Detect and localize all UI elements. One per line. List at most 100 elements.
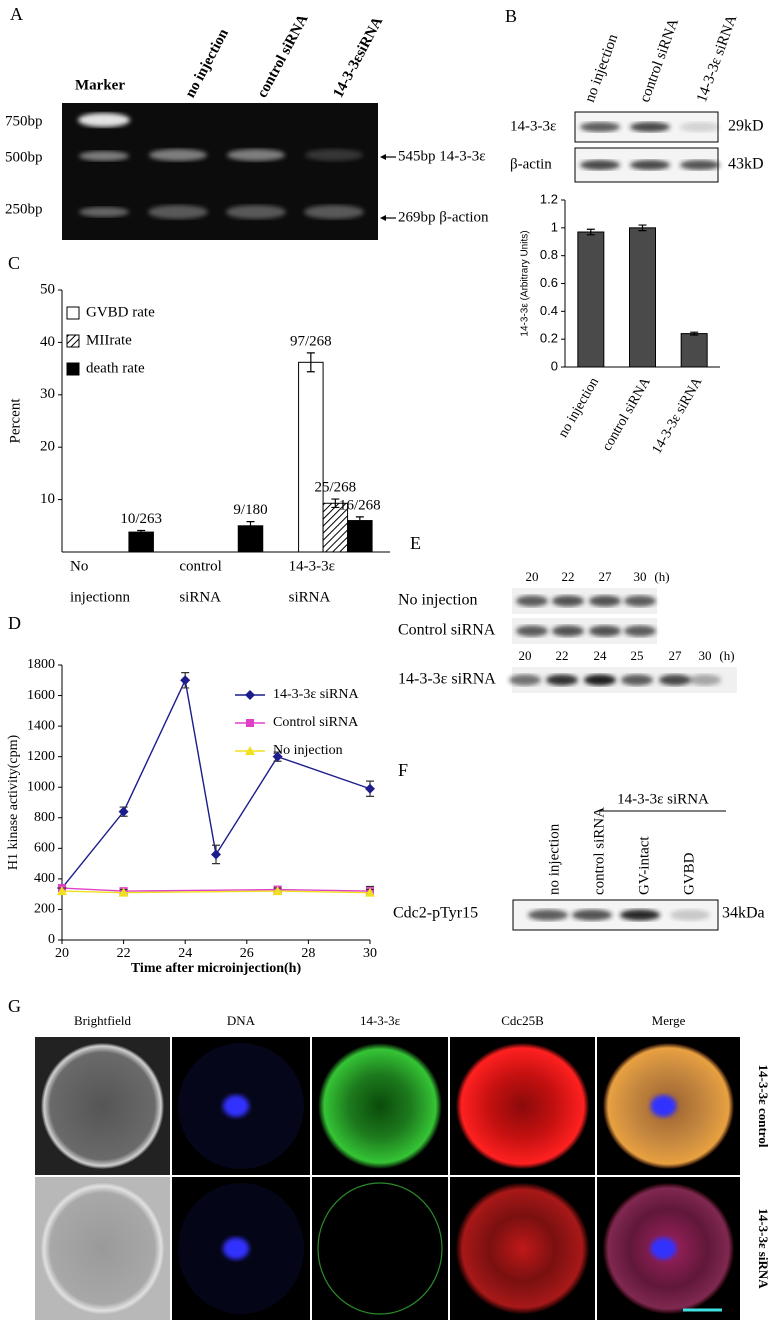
panel-label: A [10,4,23,24]
column-header: DNA [227,1013,256,1028]
time-label: 30 [634,569,647,584]
y-tick-label: 50 [40,281,55,297]
x-tick-label: 20 [55,946,69,961]
error-bar [137,529,146,535]
panel-label: G [8,996,21,1016]
row-label: Cdc2-pTyr15 [393,905,478,922]
band [516,625,548,637]
point [118,806,129,817]
time-label: 22 [556,648,569,663]
ladder-label: 500bp [5,149,43,165]
band [580,160,620,170]
y-tick-label: 400 [34,871,55,886]
band [552,595,584,607]
y-tick-label: 1 [551,219,558,234]
x-tick-label: siRNA [289,589,331,605]
y-tick-label: 0 [48,932,55,947]
y-tick-label: 0 [551,358,558,373]
lane-label: no injection [182,26,232,101]
data-label: 9/180 [233,502,267,518]
x-tick-label: 22 [117,946,131,961]
lane-label: GV-intact [636,836,652,895]
legend-swatch [66,362,80,376]
time-label: 30 [699,648,712,663]
error-bar [586,228,595,236]
legend-marker [246,719,254,727]
band [624,625,656,637]
band [589,625,621,637]
oocyte [41,1183,164,1314]
band [546,674,578,686]
column-header: 14-3-3ε [360,1013,401,1028]
ladder-label: 250bp [5,201,43,217]
band-label: 269bp β-action [398,209,489,225]
band [148,205,208,219]
error-bar [355,516,364,525]
panel-label: B [505,6,517,26]
oocyte [456,1043,589,1169]
time-label: 20 [519,648,532,663]
arrow-head [380,154,386,160]
time-label: (h) [719,648,734,663]
line [61,677,371,889]
bar [128,531,154,553]
time-label: 24 [594,648,608,663]
row-label: 14-3-3ε control [756,1065,771,1148]
lane-label: no injection [546,823,562,895]
x-tick-label: siRNA [179,589,221,605]
group-label: 14-3-3ε siRNA [617,791,709,807]
y-tick-label: 0.6 [540,275,558,290]
x-tick-label: no injection [556,375,602,440]
legend-label: GVBD rate [86,304,155,320]
row-label: 14-3-3ε [510,118,556,134]
lane-label: control siRNA [254,12,311,101]
point [272,751,283,762]
legend-label: Control siRNA [273,715,359,730]
x-tick-label: 28 [301,946,315,961]
error-bar [690,331,699,336]
lane-label: 14-3-3εsiRNA [330,14,386,100]
x-tick-label: control [179,558,222,574]
data-label: 25/268 [314,480,356,496]
row-label: 14-3-3ε siRNA [756,1208,771,1289]
band [630,122,670,132]
point [365,783,375,794]
row-label: 14-3-3ε siRNA [398,671,496,688]
line [61,887,371,892]
band [589,595,621,607]
lane-label: GVBD [681,852,697,895]
time-label: 22 [562,569,575,584]
bar [298,361,324,553]
time-label: 27 [599,569,613,584]
band-label: 545bp 14-3-3ε [398,148,486,164]
time-label: (h) [654,569,669,584]
y-tick-label: 10 [40,491,55,507]
band [226,205,286,219]
band [528,909,568,921]
oocyte [456,1183,589,1314]
band [659,674,691,686]
column-header: Cdc25B [501,1013,544,1028]
point [272,886,283,896]
nucleus [223,1095,249,1117]
point [365,887,375,897]
y-tick-label: 1200 [27,749,55,764]
legend-marker [245,690,255,700]
panel-label: F [398,760,408,780]
y-axis-label: 14-3-3ε (Arbitrary Units) [520,230,531,336]
y-axis-label: H1 kinase activity(cpm) [6,735,21,871]
band [304,205,364,219]
row-label: No injection [398,592,478,609]
legend-label: MIIrate [86,332,132,348]
legend-label: No injection [273,743,343,758]
x-axis-label: Time after microinjection(h) [131,961,302,976]
band [580,122,620,132]
lane-label: control siRNA [637,16,682,104]
y-tick-label: 40 [40,334,55,350]
panel-label: E [410,533,421,553]
y-tick-label: 0.2 [540,331,558,346]
y-tick-label: 1600 [27,688,55,703]
time-label: 25 [631,648,644,663]
data-label: 10/263 [120,511,162,527]
band [78,113,130,127]
